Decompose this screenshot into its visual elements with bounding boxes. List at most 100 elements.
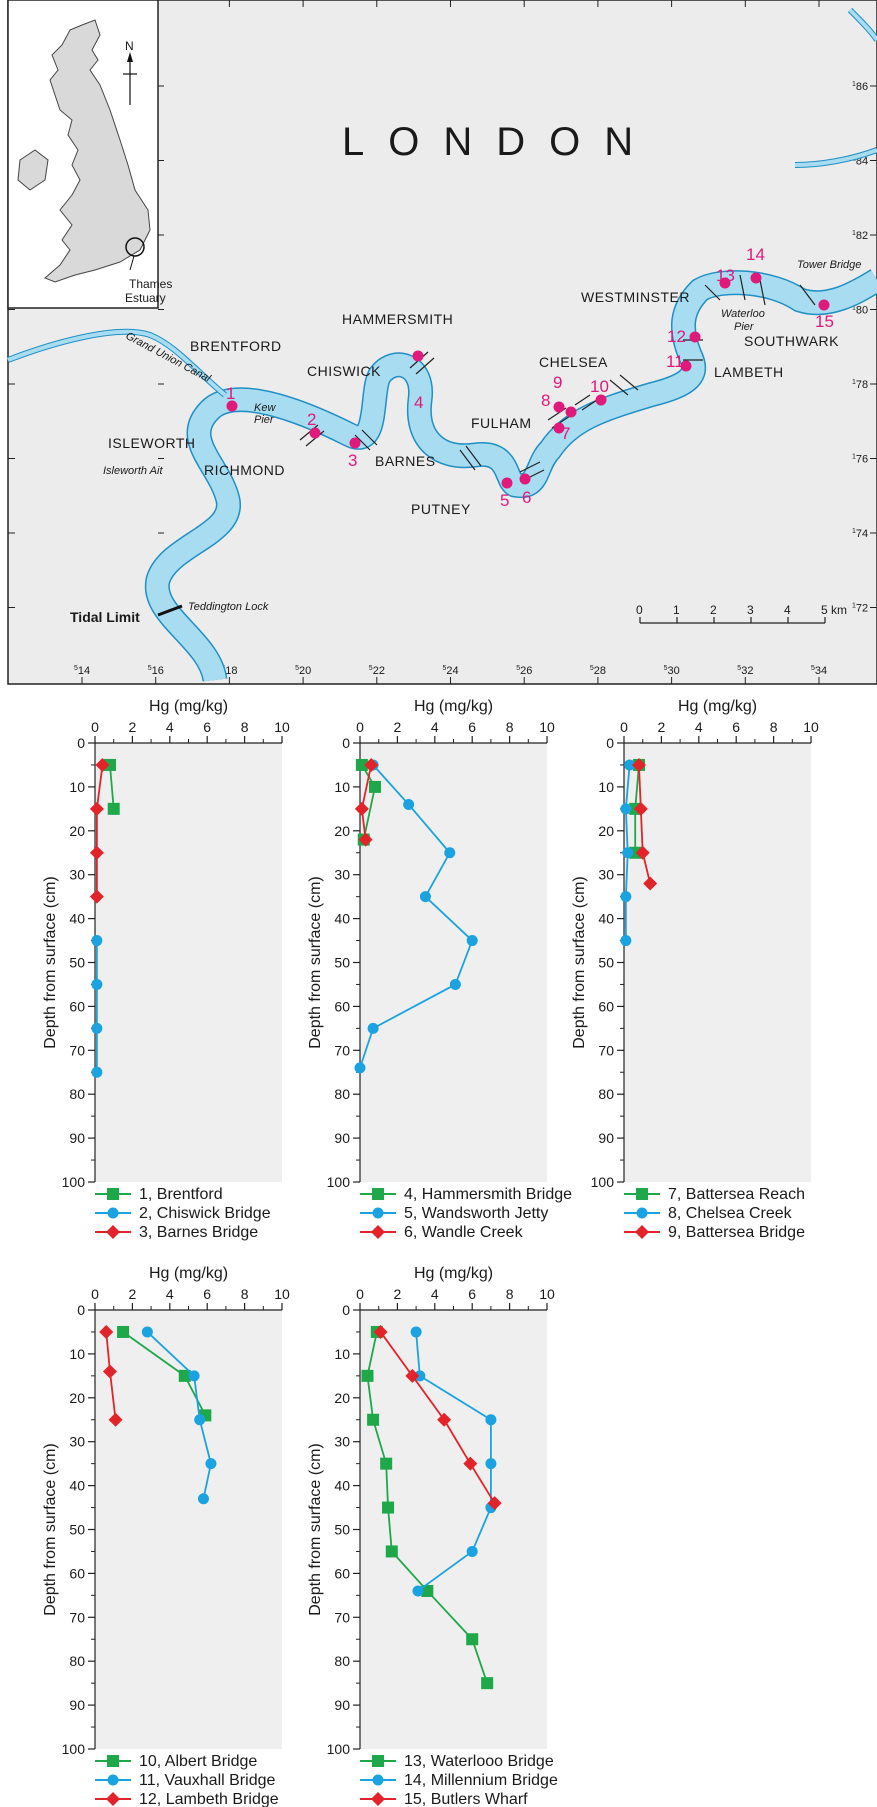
- series-2: [410, 1326, 497, 1597]
- y-tick-label: 90: [598, 1130, 614, 1146]
- data-point: [485, 1414, 497, 1426]
- place-barnes: BARNES: [375, 453, 436, 469]
- legend-marker: [636, 1207, 648, 1219]
- x-tick-label: 6: [732, 719, 740, 735]
- grid-x-label: 534: [811, 665, 827, 677]
- y-tick-label: 30: [598, 867, 614, 883]
- legend-marker: [107, 1774, 119, 1786]
- data-point: [368, 780, 381, 793]
- y-tick-label: 70: [334, 1042, 350, 1058]
- x-axis-title: Hg (mg/kg): [678, 698, 757, 715]
- site-number-6: 6: [522, 488, 531, 507]
- grid-x-label: 516: [148, 665, 164, 677]
- x-tick-label: 0: [91, 1286, 99, 1302]
- series-3: [354, 757, 379, 847]
- data-point: [373, 1324, 388, 1339]
- y-tick-label: 20: [334, 1390, 350, 1406]
- y-tick-label: 40: [69, 911, 85, 927]
- x-tick-label: 0: [356, 1286, 364, 1302]
- data-point: [354, 801, 369, 816]
- great-britain-outline: [44, 19, 151, 283]
- data-point: [382, 1501, 395, 1514]
- site-marker-9: [565, 406, 577, 418]
- map-label-tower-bridge: Tower Bridge: [797, 259, 861, 271]
- tidal-limit-label: Tidal Limit: [70, 609, 140, 625]
- x-tick-label: 4: [431, 719, 439, 735]
- scale-label: 2: [710, 603, 717, 617]
- x-tick-label: 4: [431, 1286, 439, 1302]
- y-tick-label: 30: [334, 867, 350, 883]
- y-tick-label: 50: [334, 955, 350, 971]
- data-point: [197, 1493, 209, 1505]
- x-tick-label: 10: [539, 1286, 555, 1302]
- map-label-pier: Pier: [254, 414, 275, 426]
- site-number-15: 15: [815, 312, 834, 331]
- grid-x-label: 514: [74, 665, 90, 677]
- legend-marker: [106, 1792, 120, 1806]
- grid-x-label: 526: [516, 665, 532, 677]
- y-tick-label: 70: [69, 1609, 85, 1625]
- y-tick-label: 80: [598, 1086, 614, 1102]
- grid-x-label: 530: [664, 665, 680, 677]
- data-point: [141, 1326, 153, 1338]
- data-point: [421, 1584, 434, 1597]
- series-2: [141, 1326, 217, 1505]
- y-tick-label: 60: [69, 1565, 85, 1581]
- place-chiswick: CHISWICK: [307, 363, 381, 379]
- teddington-lock-marker: [157, 604, 183, 617]
- y-tick-label: 100: [327, 1741, 351, 1757]
- legend-label: 13, Waterlooo Bridge: [404, 1753, 554, 1770]
- data-point: [99, 1324, 114, 1339]
- site-marker-4: [412, 350, 424, 362]
- grid-x-label: 528: [590, 665, 606, 677]
- data-point: [622, 847, 634, 859]
- data-point: [633, 801, 648, 816]
- legend-label: 8, Chelsea Creek: [668, 1205, 793, 1222]
- legend-label: 6, Wandle Creek: [404, 1224, 524, 1241]
- legend-label: 1, Brentford: [139, 1186, 223, 1203]
- legend-label: 9, Battersea Bridge: [668, 1224, 805, 1241]
- inset-pointer: [129, 255, 135, 271]
- y-axis-title: Depth from surface (cm): [307, 1443, 324, 1615]
- plot-area: [95, 743, 282, 1182]
- x-tick-label: 0: [356, 719, 364, 735]
- y-tick-label: 80: [69, 1653, 85, 1669]
- grid-y-label: 172: [852, 603, 868, 615]
- legend: 1, Brentford 2, Chiswick Bridge 3, Barnes …: [95, 1186, 271, 1241]
- map-panel: 514 516 518 520 522 524 526 528 530 532 5341861841…: [6, 0, 877, 685]
- x-tick-label: 2: [129, 1286, 137, 1302]
- legend-label: 4, Hammersmith Bridge: [404, 1186, 572, 1203]
- map-label-teddington-lock: Teddington Lock: [188, 601, 269, 613]
- scale-label: 3: [747, 603, 754, 617]
- y-tick-label: 50: [334, 1522, 350, 1538]
- y-axis-title: Depth from surface (cm): [42, 1443, 59, 1615]
- north-label: N: [125, 39, 134, 53]
- data-point: [354, 1062, 366, 1074]
- series-3: [373, 1324, 502, 1511]
- y-tick-label: 60: [69, 998, 85, 1014]
- site-number-12: 12: [667, 327, 686, 346]
- y-tick-label: 20: [69, 823, 85, 839]
- site-marker-15: [818, 299, 830, 311]
- legend-label: 7, Battersea Reach: [668, 1186, 805, 1203]
- series-1: [355, 758, 381, 846]
- grid-y-label: 182: [852, 230, 868, 242]
- y-tick-label: 100: [327, 1174, 351, 1190]
- y-tick-label: 60: [598, 998, 614, 1014]
- y-tick-label: 20: [598, 823, 614, 839]
- site-number-4: 4: [414, 393, 423, 412]
- y-tick-label: 10: [598, 779, 614, 795]
- data-point: [620, 935, 632, 947]
- plot-area: [360, 1310, 547, 1749]
- data-point: [444, 847, 456, 859]
- site-number-9: 9: [553, 373, 562, 392]
- y-tick-label: 90: [334, 1697, 350, 1713]
- x-tick-label: 0: [91, 719, 99, 735]
- legend-label: 5, Wandsworth Jetty: [404, 1205, 548, 1222]
- series-2: [354, 759, 478, 1074]
- place-isleworth: ISLEWORTH: [108, 435, 195, 451]
- x-tick-label: 8: [241, 1286, 249, 1302]
- y-tick-label: 40: [69, 1478, 85, 1494]
